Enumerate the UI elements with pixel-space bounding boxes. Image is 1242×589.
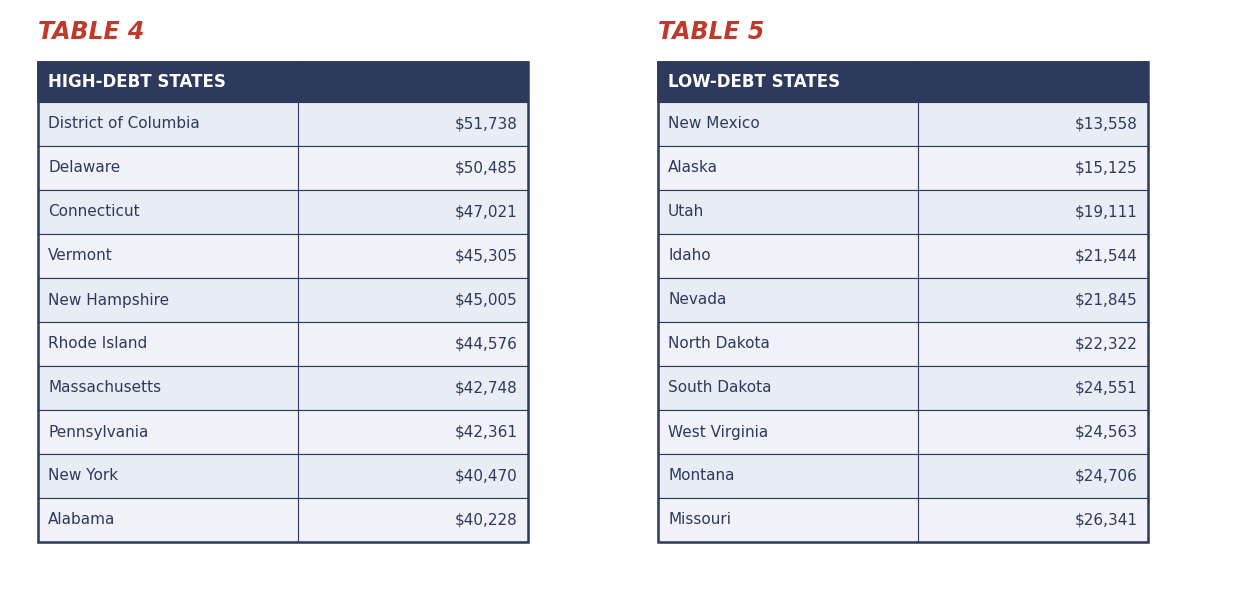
Bar (658, 190, 1148, 234)
Text: Nevada: Nevada (668, 293, 727, 307)
Text: HIGH-DEBT STATES: HIGH-DEBT STATES (48, 73, 226, 91)
Bar (658, 146, 1148, 190)
Bar (39, 62, 528, 102)
Bar (39, 190, 528, 234)
Text: TABLE 4: TABLE 4 (39, 20, 144, 44)
Text: $15,125: $15,125 (1076, 160, 1138, 176)
Text: $21,544: $21,544 (1076, 249, 1138, 263)
Bar (39, 234, 528, 278)
Text: Alaska: Alaska (668, 160, 718, 176)
Text: New Hampshire: New Hampshire (48, 293, 169, 307)
Text: $42,361: $42,361 (455, 425, 518, 439)
Text: $45,305: $45,305 (455, 249, 518, 263)
Text: $47,021: $47,021 (456, 204, 518, 220)
Text: District of Columbia: District of Columbia (48, 117, 200, 131)
Text: Rhode Island: Rhode Island (48, 336, 148, 352)
Text: Utah: Utah (668, 204, 704, 220)
Text: Montana: Montana (668, 468, 734, 484)
Bar (658, 62, 1148, 102)
Bar (658, 102, 1148, 146)
Text: $42,748: $42,748 (456, 380, 518, 395)
Text: TABLE 5: TABLE 5 (658, 20, 764, 44)
Text: Massachusetts: Massachusetts (48, 380, 161, 395)
Bar (39, 278, 528, 322)
Text: $26,341: $26,341 (1076, 512, 1138, 528)
Text: Delaware: Delaware (48, 160, 120, 176)
Text: $13,558: $13,558 (1076, 117, 1138, 131)
Text: Alabama: Alabama (48, 512, 116, 528)
Text: $45,005: $45,005 (456, 293, 518, 307)
Text: Idaho: Idaho (668, 249, 710, 263)
Text: Connecticut: Connecticut (48, 204, 139, 220)
Bar (39, 146, 528, 190)
Text: South Dakota: South Dakota (668, 380, 771, 395)
Bar (658, 366, 1148, 410)
Bar (39, 366, 528, 410)
Bar (39, 454, 528, 498)
Text: $51,738: $51,738 (455, 117, 518, 131)
Text: $40,470: $40,470 (456, 468, 518, 484)
Text: West Virginia: West Virginia (668, 425, 769, 439)
Bar (658, 278, 1148, 322)
Text: $44,576: $44,576 (455, 336, 518, 352)
Text: New Mexico: New Mexico (668, 117, 760, 131)
Bar (39, 410, 528, 454)
Bar (39, 498, 528, 542)
Text: $24,706: $24,706 (1076, 468, 1138, 484)
Text: $40,228: $40,228 (456, 512, 518, 528)
Bar (39, 62, 528, 542)
Bar (658, 498, 1148, 542)
Text: New York: New York (48, 468, 118, 484)
Text: LOW-DEBT STATES: LOW-DEBT STATES (668, 73, 840, 91)
Text: $24,551: $24,551 (1076, 380, 1138, 395)
Bar (658, 454, 1148, 498)
Text: Pennsylvania: Pennsylvania (48, 425, 148, 439)
Bar (658, 62, 1148, 542)
Text: $22,322: $22,322 (1076, 336, 1138, 352)
Bar (658, 322, 1148, 366)
Bar (39, 322, 528, 366)
Text: $19,111: $19,111 (1076, 204, 1138, 220)
Bar (658, 234, 1148, 278)
Text: $24,563: $24,563 (1076, 425, 1138, 439)
Text: Missouri: Missouri (668, 512, 732, 528)
Text: Vermont: Vermont (48, 249, 113, 263)
Text: $50,485: $50,485 (456, 160, 518, 176)
Bar (39, 102, 528, 146)
Bar (658, 410, 1148, 454)
Text: North Dakota: North Dakota (668, 336, 770, 352)
Text: $21,845: $21,845 (1076, 293, 1138, 307)
